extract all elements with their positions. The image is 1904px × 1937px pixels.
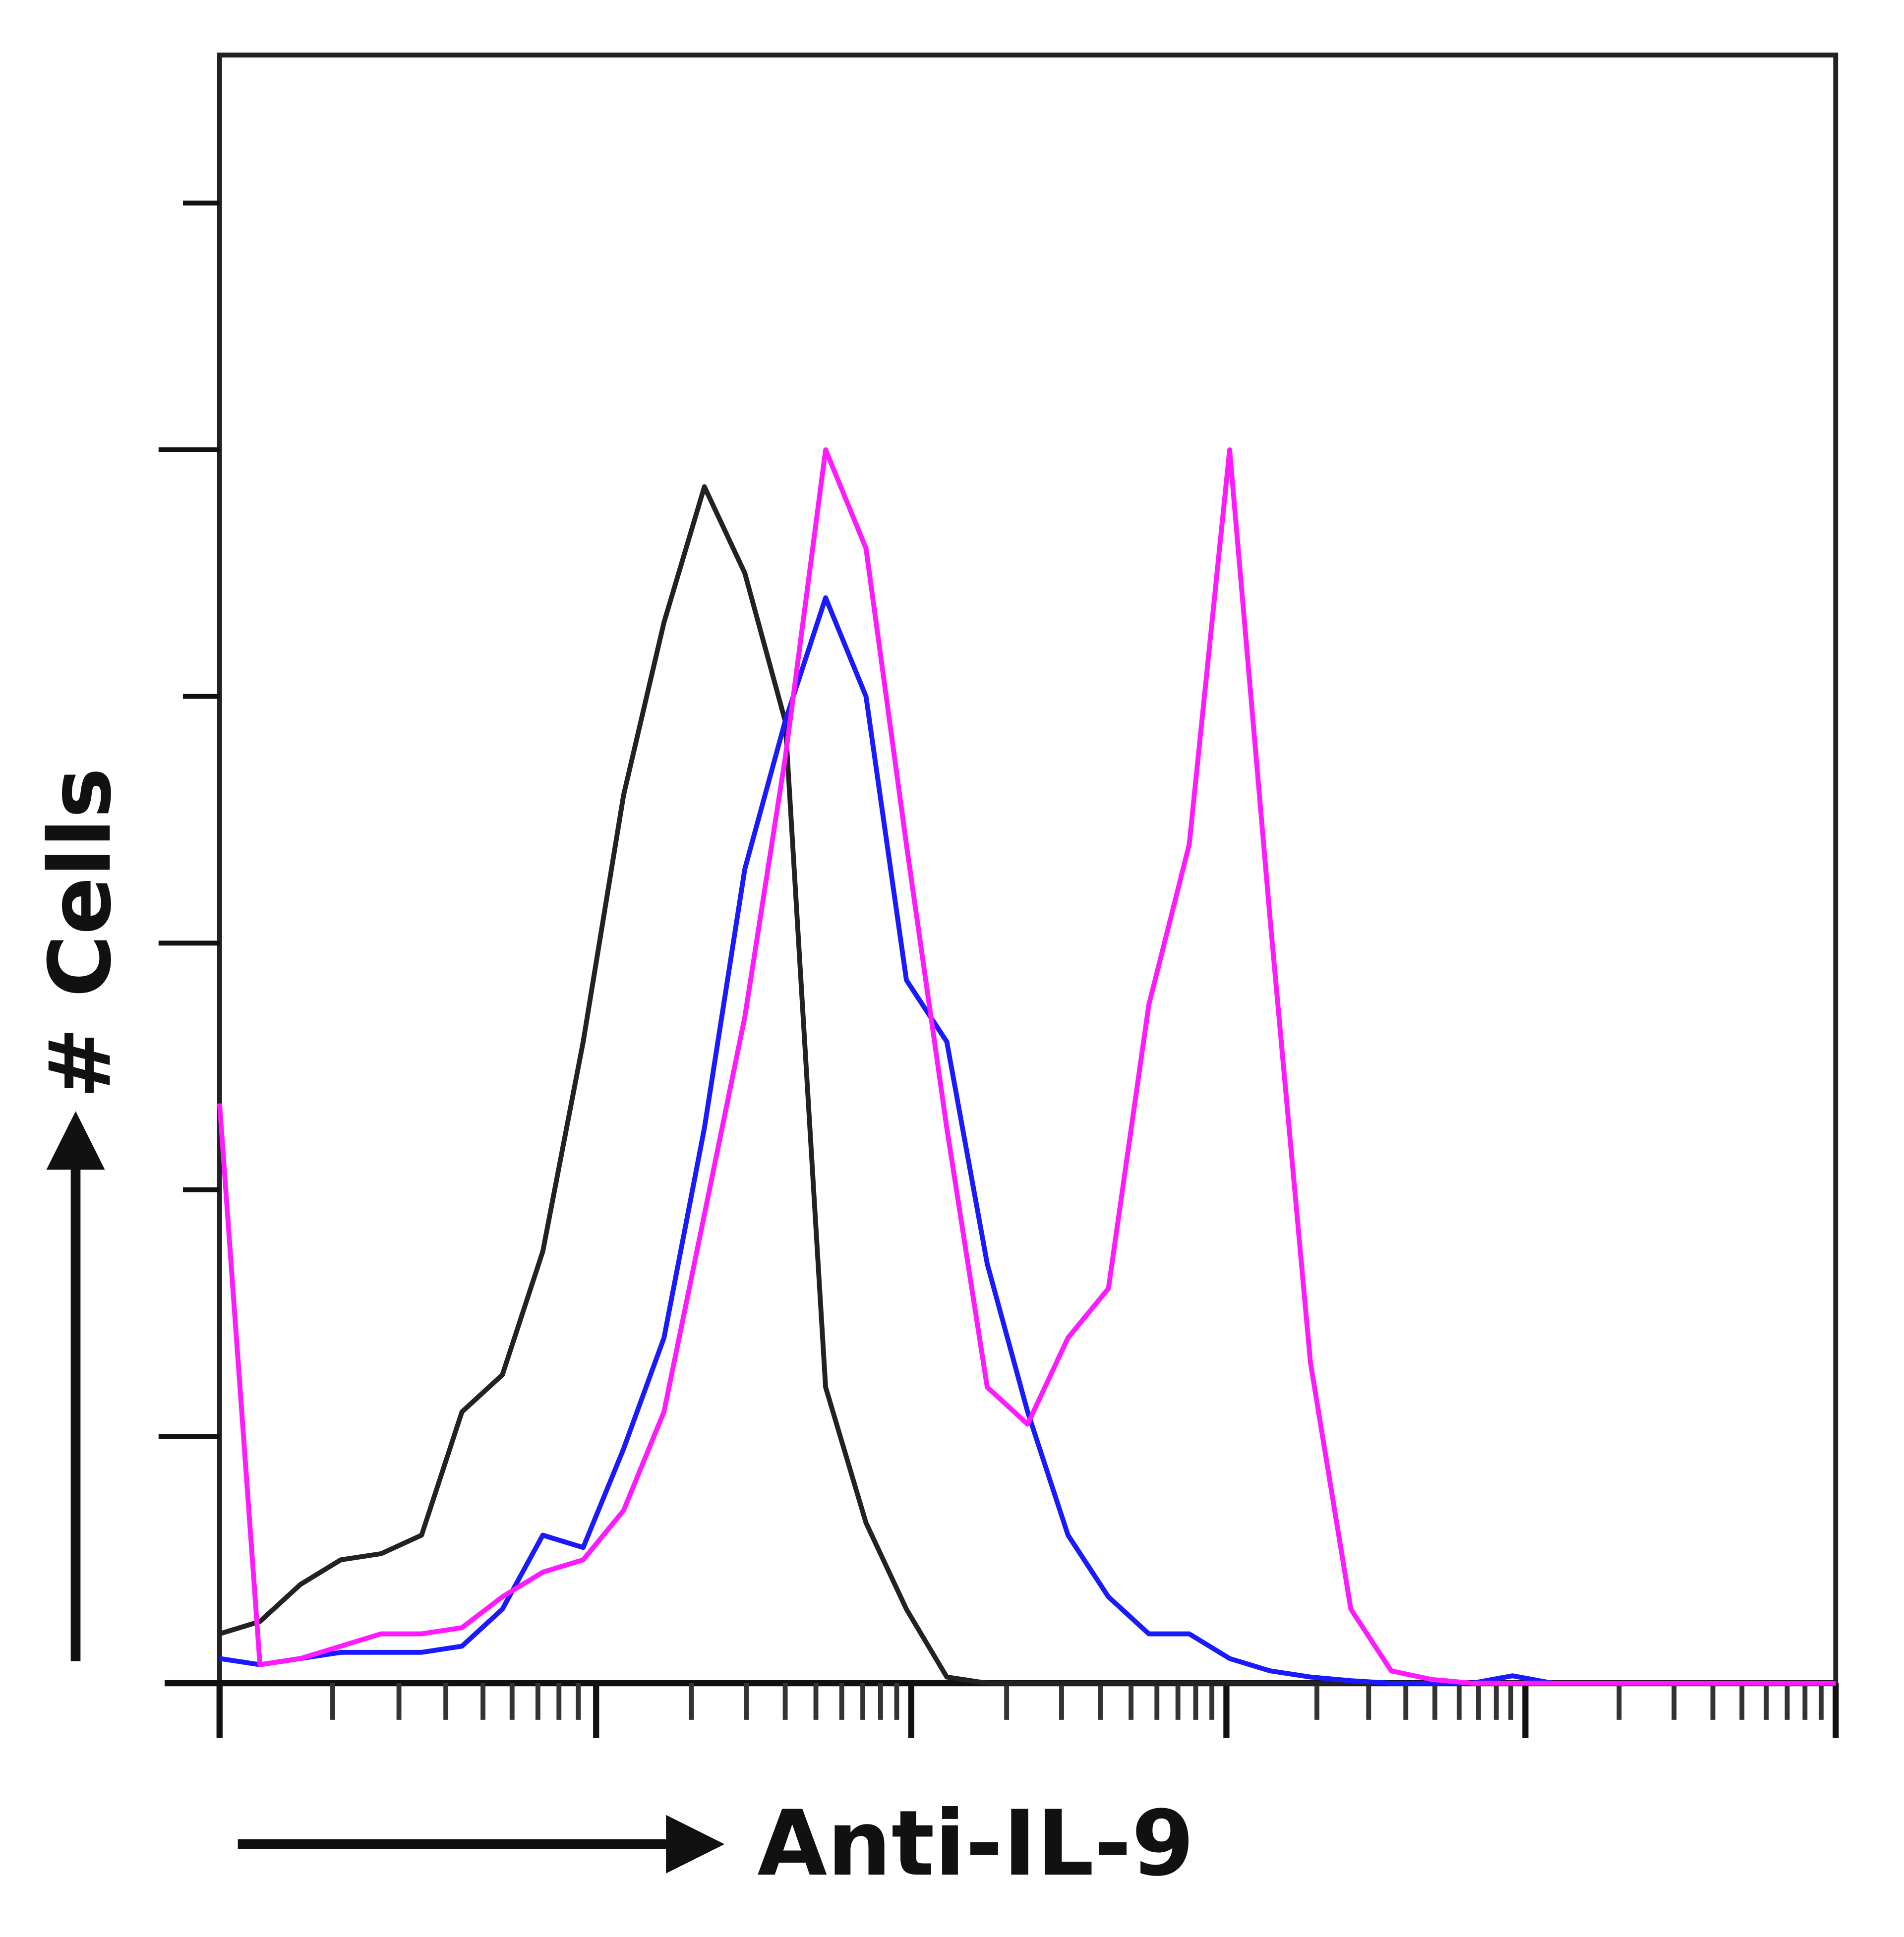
x-axis-label: Anti-IL-9 <box>757 1791 1194 1896</box>
series-line <box>219 484 1836 1686</box>
series-line <box>217 447 1836 1686</box>
plot-frame <box>217 53 1839 1686</box>
series-line <box>219 595 1836 1686</box>
y-axis-label: # Cells <box>30 767 130 1099</box>
